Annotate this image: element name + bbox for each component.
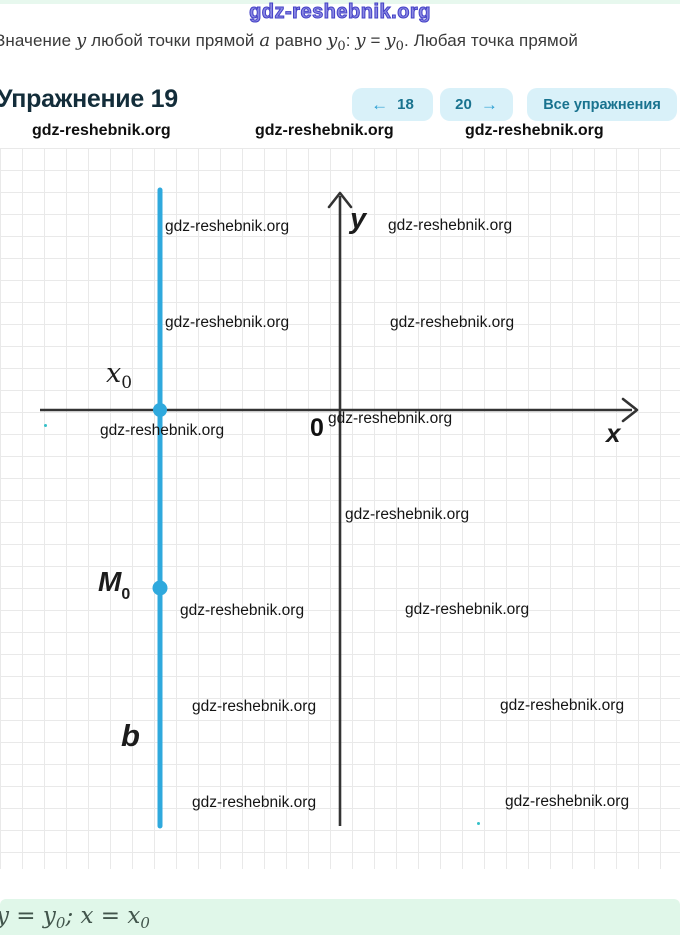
next-exercise-button[interactable]: 20 →	[440, 88, 513, 121]
watermark: gdz-reshebnik.org	[505, 793, 630, 810]
math-y: y	[76, 30, 87, 51]
watermark-dot-artifact	[44, 424, 47, 427]
math-y0: y	[327, 30, 338, 51]
watermark: gdz-reshebnik.org	[165, 218, 290, 235]
formula-part: x	[80, 902, 94, 929]
x-axis-arrow-icon	[621, 397, 639, 423]
formula-part: y	[0, 903, 9, 929]
line-b-label: b	[121, 718, 140, 753]
y-axis-label: y	[350, 203, 367, 235]
watermark: gdz-reshebnik.org	[405, 601, 530, 618]
intro-plain: Значение	[0, 31, 77, 50]
math-sub0: 0	[337, 39, 346, 54]
intro-plain: . Любая точка прямой	[404, 31, 578, 50]
figure-canvas	[40, 187, 639, 829]
watermark: gdz-reshebnik.org	[100, 422, 225, 439]
formula-part: x	[127, 902, 141, 929]
next-exercise-number: 20	[455, 96, 472, 113]
formula-subscript: 0	[55, 913, 66, 932]
exercise-nav: ← 18 20 → Все упражнения	[352, 88, 677, 121]
site-watermark-header: gdz-reshebnik.org	[249, 1, 431, 24]
watermark: gdz-reshebnik.org	[465, 122, 604, 139]
prev-exercise-number: 18	[397, 96, 414, 113]
formula-part: y	[42, 902, 56, 929]
x0-base: x	[106, 358, 122, 389]
watermark: gdz-reshebnik.org	[345, 506, 470, 523]
arrow-right-icon: →	[480, 94, 498, 114]
coordinate-plane-figure: y x 0 x0 M0 b gdz-reshebnik.org gdz-resh…	[0, 148, 680, 869]
top-green-strip	[0, 0, 680, 4]
math-y0: y	[385, 30, 396, 51]
formula-part: ;	[65, 902, 81, 929]
watermark: gdz-reshebnik.org	[165, 314, 290, 331]
intro-text: Значение y любой точки прямой a равно y0…	[0, 30, 680, 54]
watermark-dot-artifact	[477, 822, 480, 825]
x0-label: x0	[106, 358, 132, 393]
watermark: gdz-reshebnik.org	[328, 410, 453, 427]
m0-subscript: 0	[121, 586, 131, 603]
watermark: gdz-reshebnik.org	[192, 794, 317, 811]
origin-label: 0	[310, 414, 324, 442]
math-sub0: 0	[395, 39, 405, 54]
watermark: gdz-reshebnik.org	[180, 602, 305, 619]
point-m0-dot	[152, 580, 168, 596]
watermark: gdz-reshebnik.org	[32, 122, 171, 139]
y-axis-arrow-icon	[327, 191, 353, 209]
formula-part: =	[9, 902, 43, 929]
formula-subscript: 0	[140, 913, 150, 932]
watermark: gdz-reshebnik.org	[192, 698, 317, 715]
x-axis-label: x	[606, 418, 621, 448]
x0-subscript: 0	[121, 373, 133, 393]
page-title: Упражнение 19	[0, 85, 178, 113]
intro-plain: любой точки прямой	[86, 31, 260, 50]
watermark: gdz-reshebnik.org	[255, 122, 394, 139]
formula-part: =	[93, 902, 128, 929]
watermark: gdz-reshebnik.org	[500, 697, 625, 714]
watermark: gdz-reshebnik.org	[390, 314, 515, 331]
intro-plain: :	[345, 31, 356, 50]
intro-plain: равно	[270, 31, 328, 50]
math-y: y	[355, 30, 366, 51]
answer-formula: y = y0; x = x0	[0, 903, 150, 932]
arrow-left-icon: ←	[371, 94, 389, 114]
point-m0-label: M0	[98, 566, 130, 604]
all-exercises-button[interactable]: Все упражнения	[527, 88, 677, 121]
answer-bar: y = y0; x = x0	[0, 899, 680, 935]
x0-intersection-dot	[153, 403, 167, 417]
m0-base: M	[98, 566, 122, 597]
math-a: a	[259, 30, 271, 51]
intro-plain: =	[365, 31, 386, 50]
prev-exercise-button[interactable]: ← 18	[352, 88, 433, 121]
watermark: gdz-reshebnik.org	[388, 217, 513, 234]
